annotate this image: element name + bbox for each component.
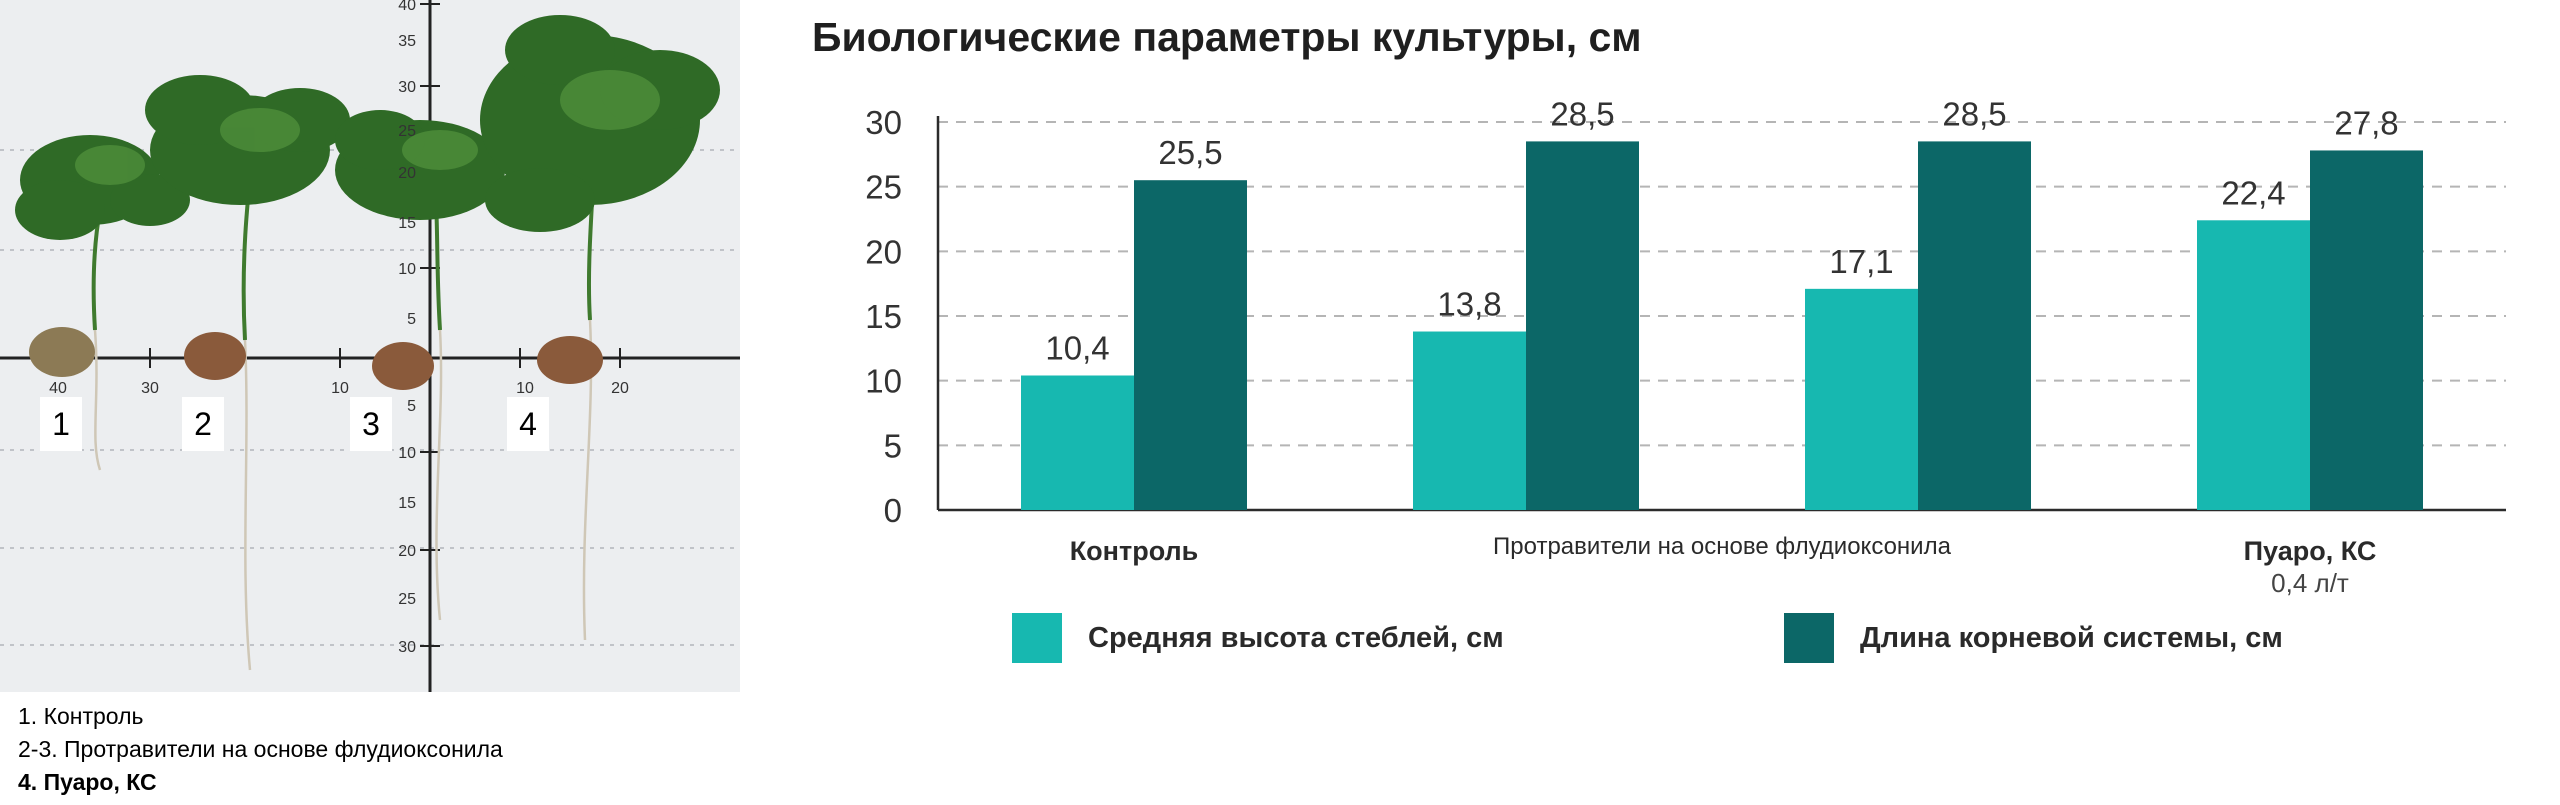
data-label: 17,1 [1829, 243, 1893, 280]
bar-series-2-4 [2310, 150, 2423, 510]
x-category-label: Контроль [1070, 536, 1199, 566]
bar-series-1-3 [1805, 288, 1918, 510]
ruler-horizontal-tick-label: 30 [141, 380, 159, 397]
bar-chart: 0 5 10 15 20 25 30 10,4 25,5 Контроль 13,8 28,5 Прот… [865, 95, 2506, 598]
legend-swatch-series-1 [1012, 613, 1062, 663]
ruler-vertical-tick-label: 10 [398, 261, 416, 278]
ruler-vertical-tick-label: 15 [398, 215, 416, 232]
bar-series-1-4 [2197, 220, 2310, 510]
data-label: 25,5 [1158, 134, 1222, 171]
data-label: 13,8 [1437, 286, 1501, 323]
legend-item-series-2: Длина корневой системы, см [1784, 612, 2283, 664]
y-tick-label: 30 [865, 104, 902, 141]
ruler-vertical-tick-label: 35 [398, 33, 416, 50]
x-category-label: Протравители на основе флудиоксонила [1493, 533, 1952, 560]
legend-swatch-series-2 [1784, 613, 1834, 663]
y-tick-label: 5 [884, 427, 902, 464]
bar-series-2-1 [1134, 180, 1247, 510]
x-category-label: Пуаро, КС [2244, 536, 2377, 566]
bar-series-1-1 [1021, 375, 1134, 510]
x-category-sublabel: 0,4 л/т [2271, 568, 2349, 598]
ruler-vertical-tick-label: 30 [398, 639, 416, 656]
ruler-horizontal-tick-label: 40 [49, 380, 67, 397]
bar-series-2-3 [1918, 141, 2031, 510]
plants-photo: 1 2 3 4 40 35 30 25 20 15 10 5 5 10 15 20 25 30 40 30 10… [0, 0, 740, 692]
y-tick-label: 0 [884, 492, 902, 529]
legend-label-series-1: Средняя высота стеблей, см [1088, 621, 1504, 654]
plant-label-4: 4 [507, 397, 549, 451]
ruler-vertical-tick-label: 40 [398, 0, 416, 14]
legend-label-series-2: Длина корневой системы, см [1860, 621, 2283, 654]
y-tick-label: 25 [865, 169, 902, 206]
plant-label-1: 1 [40, 397, 82, 451]
ruler-horizontal-tick-label: 10 [516, 380, 534, 397]
ruler-vertical-tick-label: 5 [407, 398, 416, 415]
ruler-vertical-tick-label: 5 [407, 311, 416, 328]
y-tick-label: 10 [865, 363, 902, 400]
caption-line-1: 1. Контроль [18, 703, 144, 729]
ruler-vertical-tick-label: 15 [398, 495, 416, 512]
data-label: 10,4 [1045, 329, 1109, 366]
y-tick-label: 20 [865, 233, 902, 270]
data-label: 28,5 [1550, 95, 1614, 132]
ruler-horizontal-tick-label: 10 [331, 380, 349, 397]
ruler-horizontal-tick-label: 20 [611, 380, 629, 397]
plant-label-3: 3 [350, 397, 392, 451]
bar-series-1-2 [1413, 331, 1526, 510]
ruler-vertical-tick-label: 10 [398, 445, 416, 462]
caption-line-3: 4. Пуаро, КС [18, 769, 157, 795]
bar-series-2-2 [1526, 141, 1639, 510]
photo-caption: 1. Контроль 2-3. Протравители на основе … [18, 700, 718, 799]
data-label: 27,8 [2334, 104, 2398, 141]
photo-illustration [0, 0, 740, 692]
ruler-tick-labels: 40 35 30 25 20 15 10 5 5 10 15 20 25 30 40 30 10 10 20 [49, 0, 629, 656]
ruler-vertical-tick-label: 20 [398, 165, 416, 182]
ruler-vertical-tick-label: 20 [398, 543, 416, 560]
y-tick-label: 15 [865, 298, 902, 335]
data-label: 22,4 [2221, 174, 2285, 211]
ruler-vertical-tick-label: 25 [398, 123, 416, 140]
ruler-vertical-tick-label: 25 [398, 591, 416, 608]
legend-item-series-1: Средняя высота стеблей, см [1012, 612, 1504, 664]
ruler-vertical-tick-label: 30 [398, 79, 416, 96]
plant-label-2: 2 [182, 397, 224, 451]
data-label: 28,5 [1942, 95, 2006, 132]
caption-line-2: 2-3. Протравители на основе флудиоксонил… [18, 736, 503, 762]
chart-title: Биологические параметры культуры, см [812, 14, 1642, 60]
